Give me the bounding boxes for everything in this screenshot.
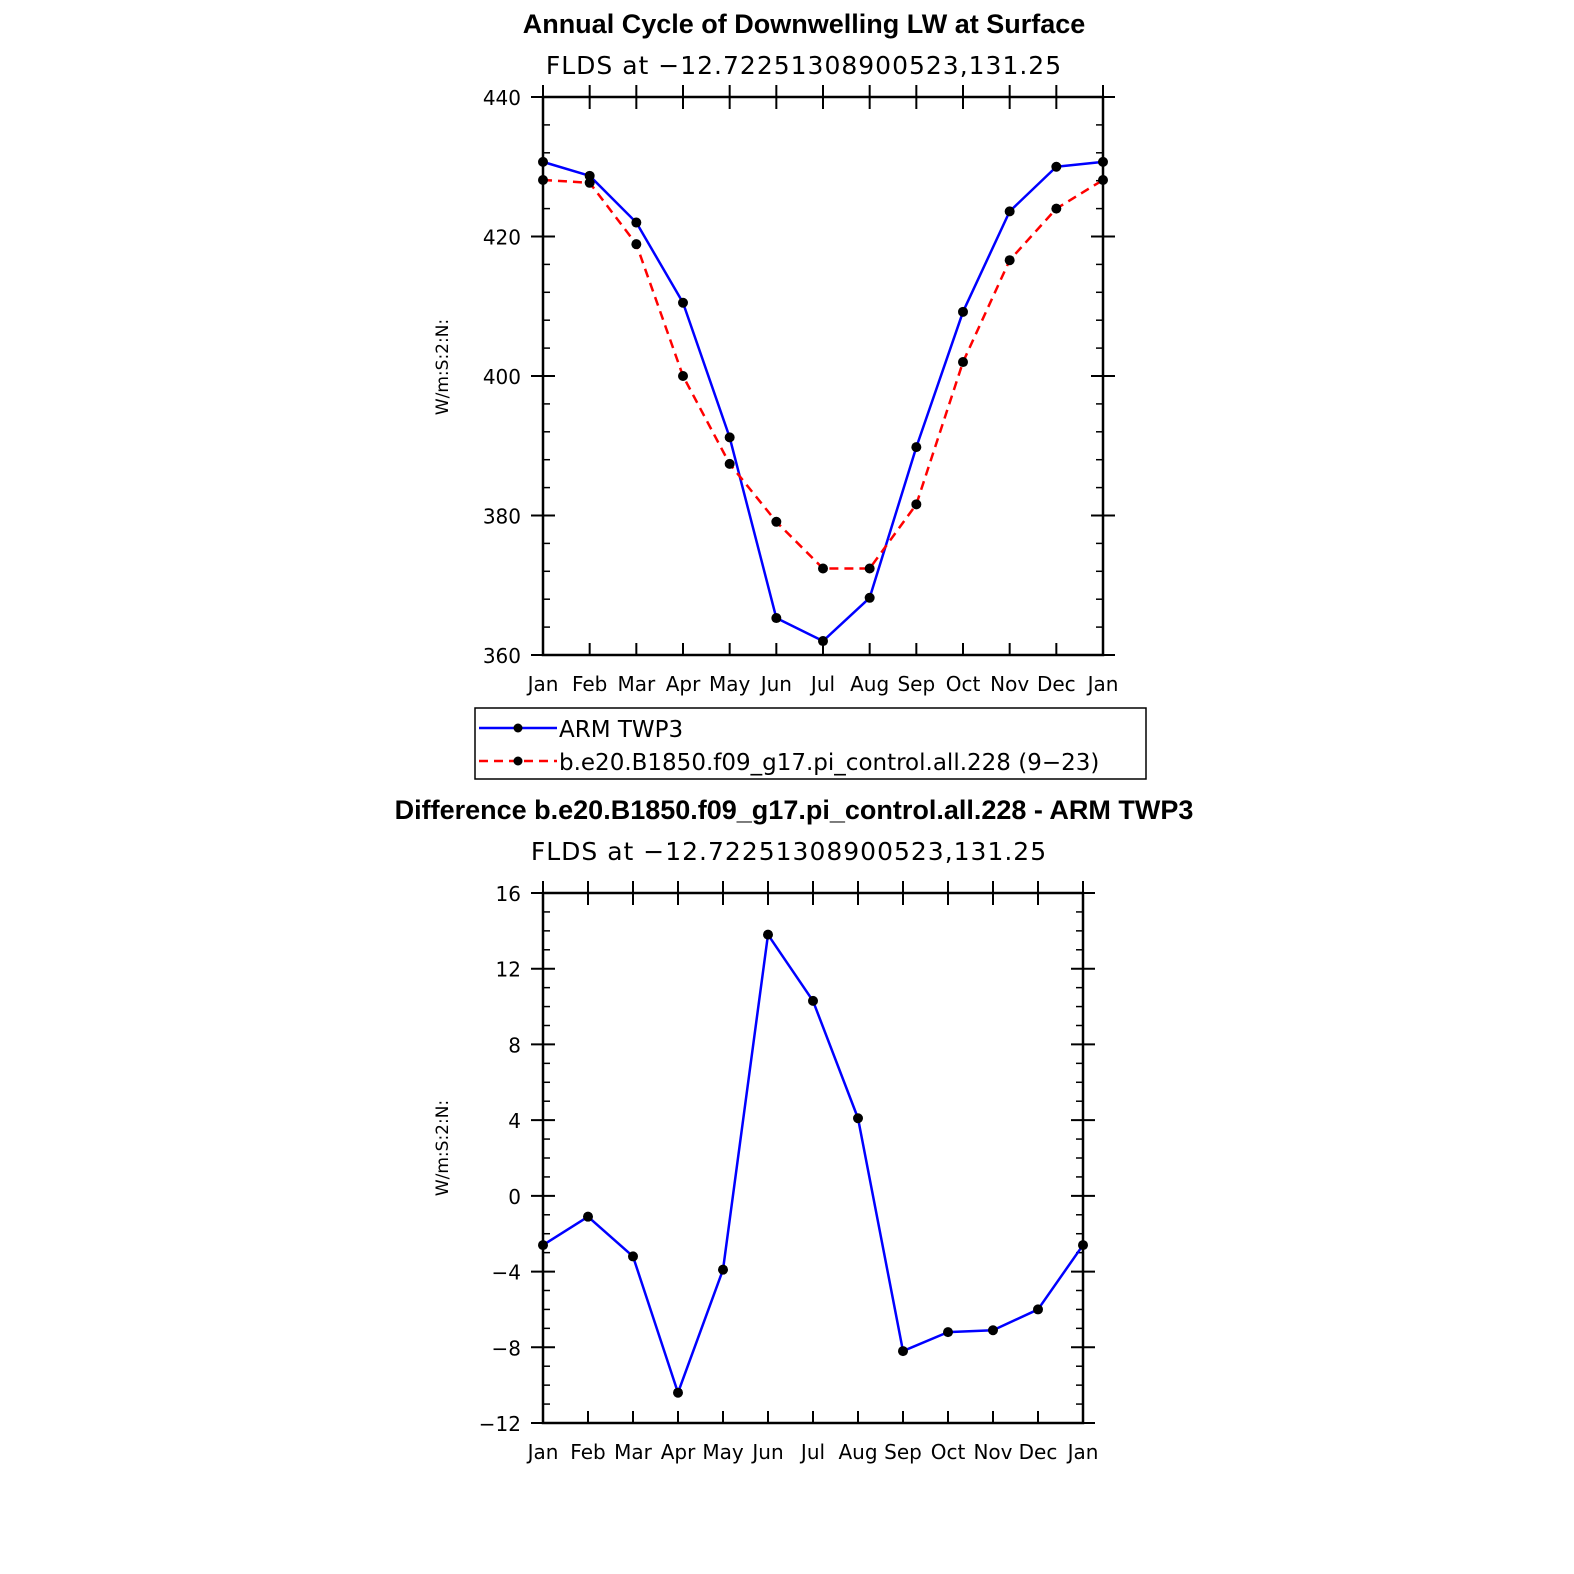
data-point	[673, 1387, 683, 1398]
x-tick-label: May	[709, 672, 751, 696]
chart-subtitle: FLDS at −12.72251308900523,131.25	[531, 837, 1047, 866]
x-tick-label: Nov	[973, 1440, 1012, 1464]
data-point	[584, 177, 595, 188]
data-point	[538, 175, 548, 186]
data-point	[1078, 1240, 1088, 1251]
x-tick-label: Jan	[526, 1440, 559, 1464]
y-tick-label: 4	[508, 1109, 521, 1133]
x-tick-label: Aug	[838, 1440, 877, 1464]
chart-title: Difference b.e20.B1850.f09_g17.pi_contro…	[395, 795, 1194, 825]
data-point	[1004, 255, 1015, 266]
x-tick-label: Sep	[897, 672, 935, 696]
x-tick-label: Dec	[1019, 1440, 1058, 1464]
data-point	[988, 1325, 998, 1336]
data-point	[1098, 156, 1108, 167]
data-point	[538, 156, 548, 167]
data-point	[678, 297, 688, 308]
y-tick-label: 8	[508, 1033, 521, 1057]
chart-title: Annual Cycle of Downwelling LW at Surfac…	[523, 9, 1086, 39]
x-tick-label: Jan	[1066, 1440, 1099, 1464]
data-point	[631, 217, 642, 228]
x-tick-label: Jun	[759, 672, 792, 696]
y-tick-label: −12	[479, 1412, 521, 1436]
data-point	[1051, 161, 1062, 172]
plot-frame	[541, 891, 1085, 1425]
x-tick-label: Apr	[666, 672, 701, 696]
difference-chart: Difference b.e20.B1850.f09_g17.pi_contro…	[395, 795, 1194, 1464]
x-tick-label: Apr	[661, 1440, 696, 1464]
y-tick-label: 400	[483, 365, 521, 389]
x-tick-label: Mar	[617, 672, 656, 696]
data-point	[943, 1327, 953, 1338]
y-tick-label: 12	[496, 958, 521, 982]
data-point	[771, 613, 782, 624]
data-point	[771, 516, 782, 527]
data-point	[1004, 206, 1015, 217]
x-tick-label: Jul	[799, 1440, 825, 1464]
x-tick-label: Feb	[570, 1440, 605, 1464]
legend-label-obs: ARM TWP3	[559, 717, 683, 743]
data-point	[763, 929, 773, 940]
chart-subtitle: FLDS at −12.72251308900523,131.25	[546, 51, 1062, 80]
y-tick-label: 16	[496, 882, 521, 906]
legend: ARM TWP3 b.e20.B1850.f09_g17.pi_control.…	[474, 707, 1147, 780]
data-point	[718, 1264, 728, 1275]
data-point	[724, 458, 735, 469]
legend-label-model: b.e20.B1850.f09_g17.pi_control.all.228 (…	[559, 750, 1099, 776]
data-point	[864, 592, 875, 603]
data-point	[584, 170, 595, 181]
data-point	[958, 306, 968, 317]
y-tick-label: −8	[492, 1336, 521, 1360]
x-tick-label: Jan	[1086, 672, 1119, 696]
y-tick-label: 440	[483, 86, 521, 110]
series-line-1	[542, 178, 1104, 570]
x-tick-label: Mar	[614, 1440, 653, 1464]
y-axis-label: W/m:S:2:N:	[433, 319, 453, 415]
data-point	[538, 1240, 548, 1251]
x-tick-label: Oct	[931, 1440, 966, 1464]
data-point	[958, 357, 968, 368]
legend-box	[474, 707, 1147, 780]
data-point	[1051, 203, 1062, 214]
data-point	[911, 499, 922, 510]
x-tick-label: Jul	[809, 672, 835, 696]
data-point	[628, 1251, 638, 1262]
data-point	[1098, 175, 1108, 186]
y-axis-label: W/m:S:2:N:	[433, 1100, 453, 1196]
y-tick-label: 420	[483, 226, 521, 250]
x-tick-label: Jan	[526, 672, 559, 696]
data-point	[631, 239, 642, 250]
data-point	[818, 563, 828, 574]
legend-marker-obs	[513, 723, 523, 733]
data-point	[1033, 1304, 1043, 1315]
data-point	[583, 1211, 593, 1222]
y-tick-label: 0	[508, 1185, 521, 1209]
data-point	[724, 432, 735, 443]
data-point	[853, 1113, 863, 1124]
legend-marker-model	[513, 756, 523, 766]
x-tick-label: Jun	[750, 1440, 783, 1464]
x-tick-label: Feb	[572, 672, 607, 696]
x-tick-label: Oct	[946, 672, 981, 696]
data-point	[678, 371, 688, 381]
y-tick-label: −4	[492, 1261, 521, 1285]
x-tick-label: Nov	[990, 672, 1029, 696]
y-tick-label: 360	[483, 644, 521, 668]
x-tick-label: Dec	[1037, 672, 1076, 696]
data-point	[808, 995, 818, 1006]
data-point	[864, 563, 875, 574]
annual-cycle-chart: Annual Cycle of Downwelling LW at Surfac…	[433, 9, 1118, 696]
x-tick-label: Sep	[884, 1440, 922, 1464]
x-tick-label: May	[702, 1440, 744, 1464]
data-point	[911, 442, 922, 453]
x-tick-label: Aug	[850, 672, 889, 696]
data-point	[818, 636, 828, 647]
y-tick-label: 380	[483, 505, 521, 529]
data-point	[898, 1346, 908, 1357]
